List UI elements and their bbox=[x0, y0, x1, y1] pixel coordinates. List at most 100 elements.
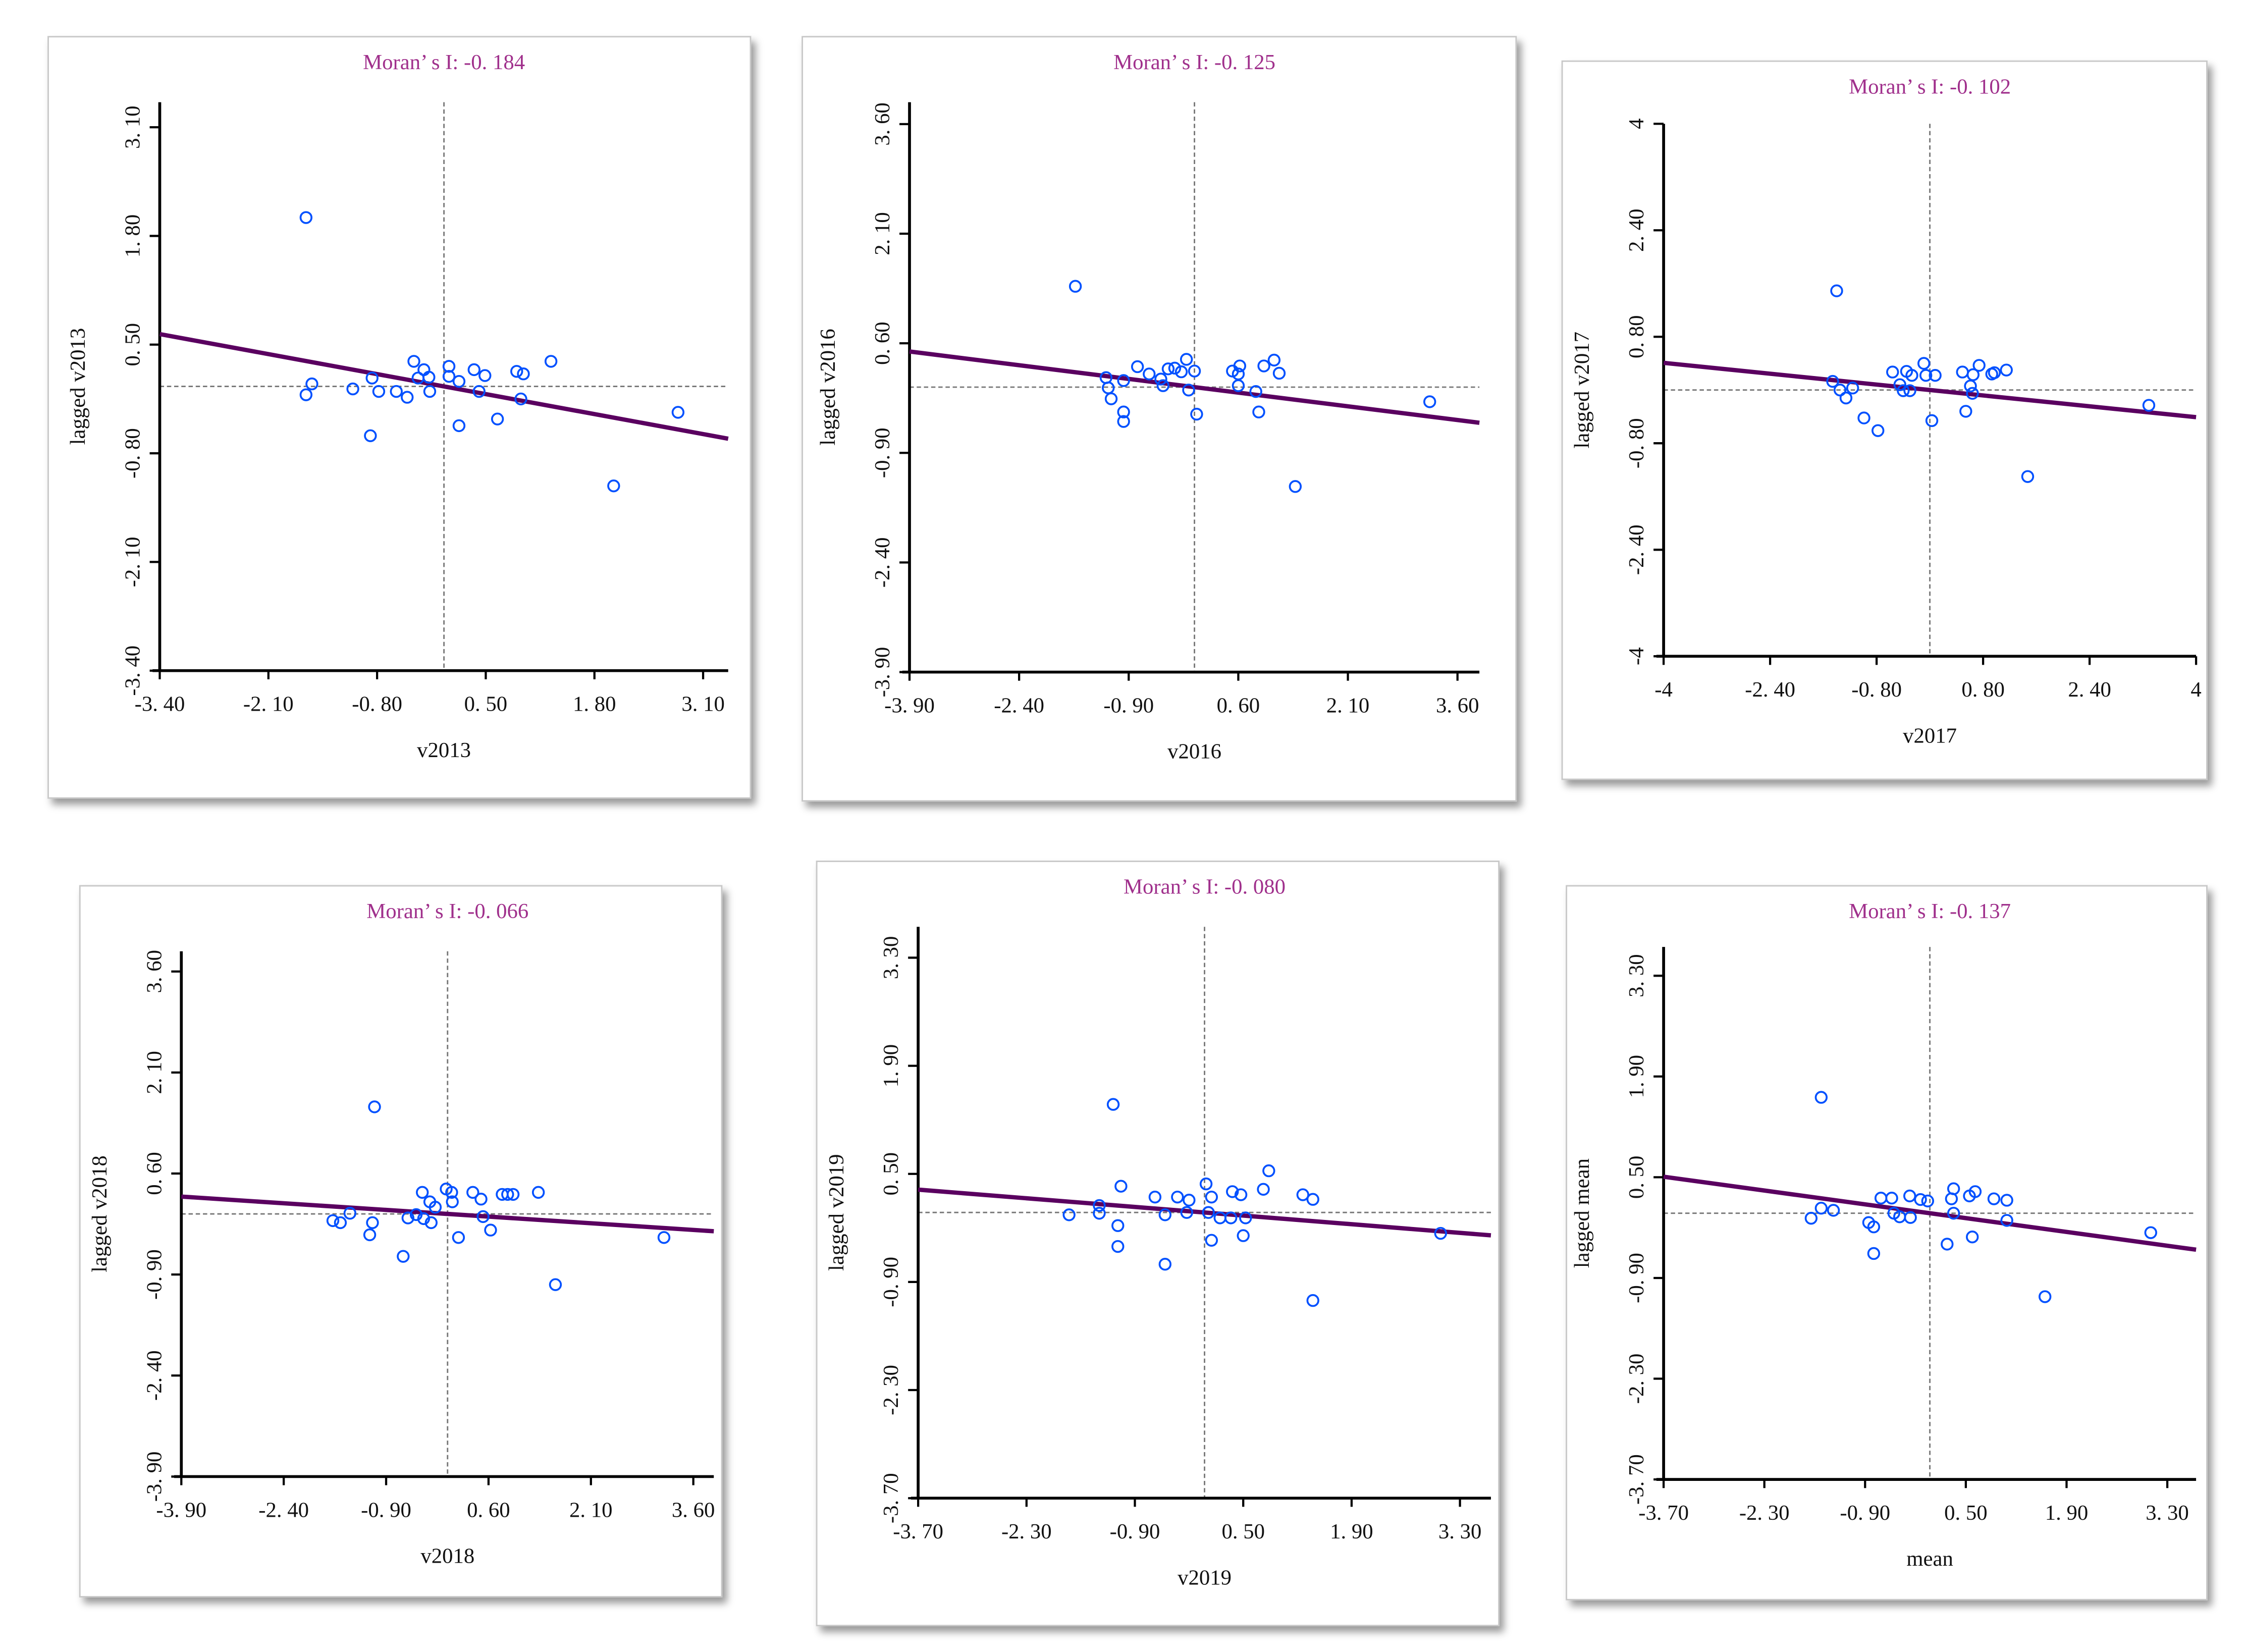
x-tick-label: 0. 60 bbox=[1217, 694, 1260, 717]
data-point bbox=[452, 375, 466, 388]
y-tick-label: 0. 60 bbox=[142, 1152, 166, 1195]
x-axis-label: v2018 bbox=[420, 1544, 474, 1568]
data-point bbox=[1205, 1190, 1218, 1204]
y-tick-label: -0. 90 bbox=[1625, 1253, 1648, 1303]
x-tick-label: 2. 40 bbox=[2068, 678, 2111, 702]
x-tick-label: 3. 60 bbox=[672, 1498, 715, 1522]
x-tick-label: -3. 70 bbox=[1638, 1501, 1689, 1525]
y-tick-label: 0. 50 bbox=[879, 1152, 903, 1196]
y-tick-label: -0. 90 bbox=[879, 1257, 903, 1307]
data-point bbox=[1966, 387, 1979, 400]
x-tick-label: 3. 60 bbox=[1436, 694, 1479, 717]
data-point bbox=[1846, 382, 1859, 395]
data-point bbox=[2000, 1214, 2013, 1227]
data-point bbox=[1174, 365, 1188, 379]
data-point bbox=[397, 1250, 410, 1263]
moran-scatter-panel-v2016: Moran’ s I: -0. 125 -3. 90 -2. 40 -0. 90 0. … bbox=[801, 36, 1517, 802]
data-point bbox=[305, 377, 318, 391]
x-tick-label: 0. 80 bbox=[1961, 678, 2005, 702]
y-tick-label: -4 bbox=[1625, 647, 1648, 665]
x-tick-label: -0. 80 bbox=[352, 692, 402, 716]
data-point bbox=[1262, 1164, 1275, 1178]
data-point bbox=[1252, 405, 1265, 418]
data-point bbox=[1205, 1234, 1218, 1247]
x-tick-label: -3. 90 bbox=[156, 1498, 206, 1522]
y-tick-label: -2. 40 bbox=[1625, 524, 1648, 575]
x-tick-label: 0. 50 bbox=[1944, 1501, 1988, 1525]
x-tick-label: -0. 90 bbox=[361, 1498, 411, 1522]
data-point bbox=[1158, 1208, 1172, 1221]
data-point bbox=[1102, 381, 1115, 395]
moran-scatter-panel-v2013: Moran’ s I: -0. 184 -3. 40 -2. 10 -0. 80 0. … bbox=[47, 36, 752, 799]
y-tick-label: 3. 30 bbox=[879, 936, 903, 980]
data-point bbox=[671, 406, 685, 419]
y-tick-label: 0. 80 bbox=[1625, 315, 1648, 358]
data-point bbox=[1925, 414, 1939, 428]
data-point bbox=[1857, 411, 1870, 424]
data-point bbox=[1296, 1188, 1309, 1201]
x-axis-label: mean bbox=[1906, 1547, 1953, 1571]
data-point bbox=[366, 1216, 379, 1230]
data-point bbox=[1202, 1206, 1215, 1219]
data-point bbox=[1190, 407, 1203, 421]
y-tick-label: 2. 40 bbox=[1625, 208, 1648, 252]
data-point bbox=[446, 1195, 459, 1208]
data-point bbox=[1904, 1211, 1917, 1224]
x-axis-label: v2019 bbox=[1178, 1566, 1232, 1589]
y-axis-label: lagged v2017 bbox=[1570, 332, 1594, 449]
x-tick-label: -0. 90 bbox=[1110, 1520, 1160, 1543]
data-point bbox=[1872, 424, 1885, 437]
x-tick-label: 1. 80 bbox=[573, 692, 616, 716]
data-point bbox=[1104, 392, 1118, 405]
y-tick-label: -2. 40 bbox=[871, 538, 894, 588]
x-tick-label: 3. 30 bbox=[2146, 1501, 2189, 1525]
data-point bbox=[1093, 1207, 1106, 1220]
x-tick-label: -3. 40 bbox=[135, 692, 185, 716]
x-tick-label: 0. 50 bbox=[464, 692, 508, 716]
data-point bbox=[1814, 1201, 1828, 1215]
data-point bbox=[1885, 1192, 1898, 1205]
data-point bbox=[1968, 1185, 1982, 1198]
data-point bbox=[452, 419, 466, 433]
data-point bbox=[326, 1214, 340, 1228]
data-point bbox=[1867, 1247, 1881, 1260]
data-point bbox=[2142, 399, 2156, 412]
y-tick-label: 0. 60 bbox=[871, 322, 894, 365]
scatter-plot-svg: Moran’ s I: -0. 080 -3. 70 -2. 30 -0. 90 0. … bbox=[825, 875, 1491, 1589]
moran-scatter-panel-v2019: Moran’ s I: -0. 080 -3. 70 -2. 30 -0. 90 0. … bbox=[816, 861, 1500, 1626]
data-point bbox=[1156, 379, 1170, 392]
data-point bbox=[607, 479, 620, 493]
x-tick-label: 0. 60 bbox=[467, 1498, 510, 1522]
data-point bbox=[1833, 384, 1847, 397]
data-point bbox=[1249, 385, 1262, 398]
data-point bbox=[1171, 1190, 1184, 1204]
data-point bbox=[422, 370, 436, 384]
data-point bbox=[1947, 1182, 1960, 1195]
x-tick-label: 2. 10 bbox=[569, 1498, 613, 1522]
data-point bbox=[1131, 360, 1144, 374]
y-tick-label: -2. 30 bbox=[1625, 1354, 1648, 1404]
data-point bbox=[1956, 365, 1969, 379]
data-point bbox=[478, 369, 492, 382]
x-tick-label: 1. 90 bbox=[1330, 1520, 1373, 1543]
data-point bbox=[416, 1186, 429, 1199]
data-point bbox=[1917, 357, 1931, 370]
data-point bbox=[467, 363, 480, 377]
data-point bbox=[1423, 395, 1436, 408]
data-point bbox=[1257, 1183, 1270, 1196]
data-point bbox=[2000, 1194, 2013, 1207]
data-point bbox=[1903, 384, 1916, 397]
data-point bbox=[365, 371, 379, 385]
data-point bbox=[1827, 1204, 1840, 1217]
x-tick-label: -0. 80 bbox=[1851, 678, 1902, 702]
data-point bbox=[409, 1208, 423, 1221]
y-axis-label: lagged v2013 bbox=[66, 328, 90, 445]
data-point bbox=[346, 382, 359, 396]
regression-line bbox=[1663, 1175, 2197, 1252]
data-point bbox=[343, 1207, 357, 1220]
y-tick-label: -2. 10 bbox=[121, 537, 145, 588]
x-tick-label: -2. 30 bbox=[1001, 1520, 1052, 1543]
data-point bbox=[1289, 480, 1302, 493]
chart-title: Moran’ s I: -0. 102 bbox=[1849, 75, 2011, 98]
data-point bbox=[1964, 380, 1977, 393]
